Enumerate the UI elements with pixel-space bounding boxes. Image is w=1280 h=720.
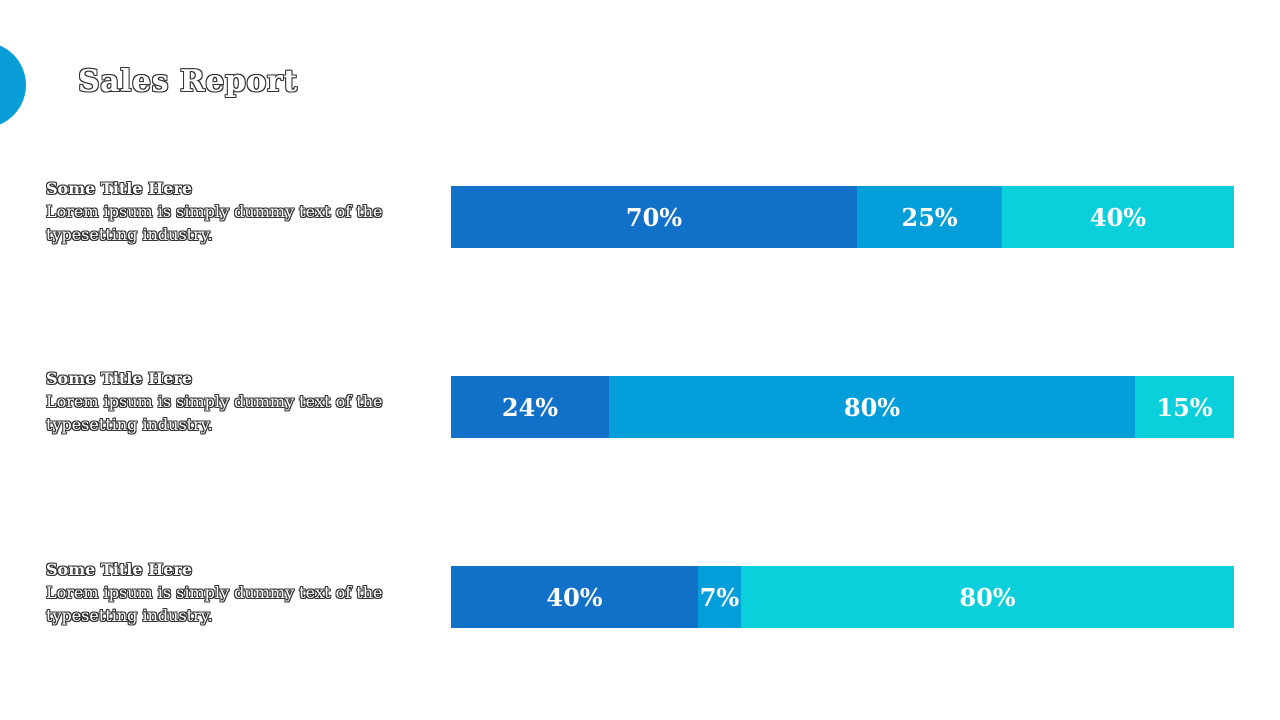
page-title: Sales Report — [78, 64, 298, 99]
bar-2-segment-1: 24% — [451, 376, 609, 438]
bar-2-segment-3: 15% — [1135, 376, 1234, 438]
bar-3-segment-2: 7% — [698, 566, 741, 628]
row-description: Lorem ipsum is simply dummy text of the … — [46, 202, 383, 244]
stacked-bar-2: 24% 80% 15% — [451, 376, 1234, 438]
bar-1-segment-3: 40% — [1002, 186, 1234, 248]
bar-1-segment-2: 25% — [857, 186, 1002, 248]
row-description: Lorem ipsum is simply dummy text of the … — [46, 392, 383, 434]
bar-1-segment-1: 70% — [451, 186, 857, 248]
bar-3-segment-1: 40% — [451, 566, 698, 628]
corner-accent-shape — [0, 42, 26, 128]
row-text-1: Some Title Here Lorem ipsum is simply du… — [46, 179, 406, 246]
bar-3-segment-3: 80% — [741, 566, 1234, 628]
row-description: Lorem ipsum is simply dummy text of the … — [46, 583, 383, 625]
row-text-2: Some Title Here Lorem ipsum is simply du… — [46, 369, 406, 436]
stacked-bar-3: 40% 7% 80% — [451, 566, 1234, 628]
row-text-3: Some Title Here Lorem ipsum is simply du… — [46, 560, 406, 627]
bar-2-segment-2: 80% — [609, 376, 1135, 438]
row-heading: Some Title Here — [46, 369, 193, 388]
row-heading: Some Title Here — [46, 560, 193, 579]
stacked-bar-1: 70% 25% 40% — [451, 186, 1234, 248]
row-heading: Some Title Here — [46, 179, 193, 198]
